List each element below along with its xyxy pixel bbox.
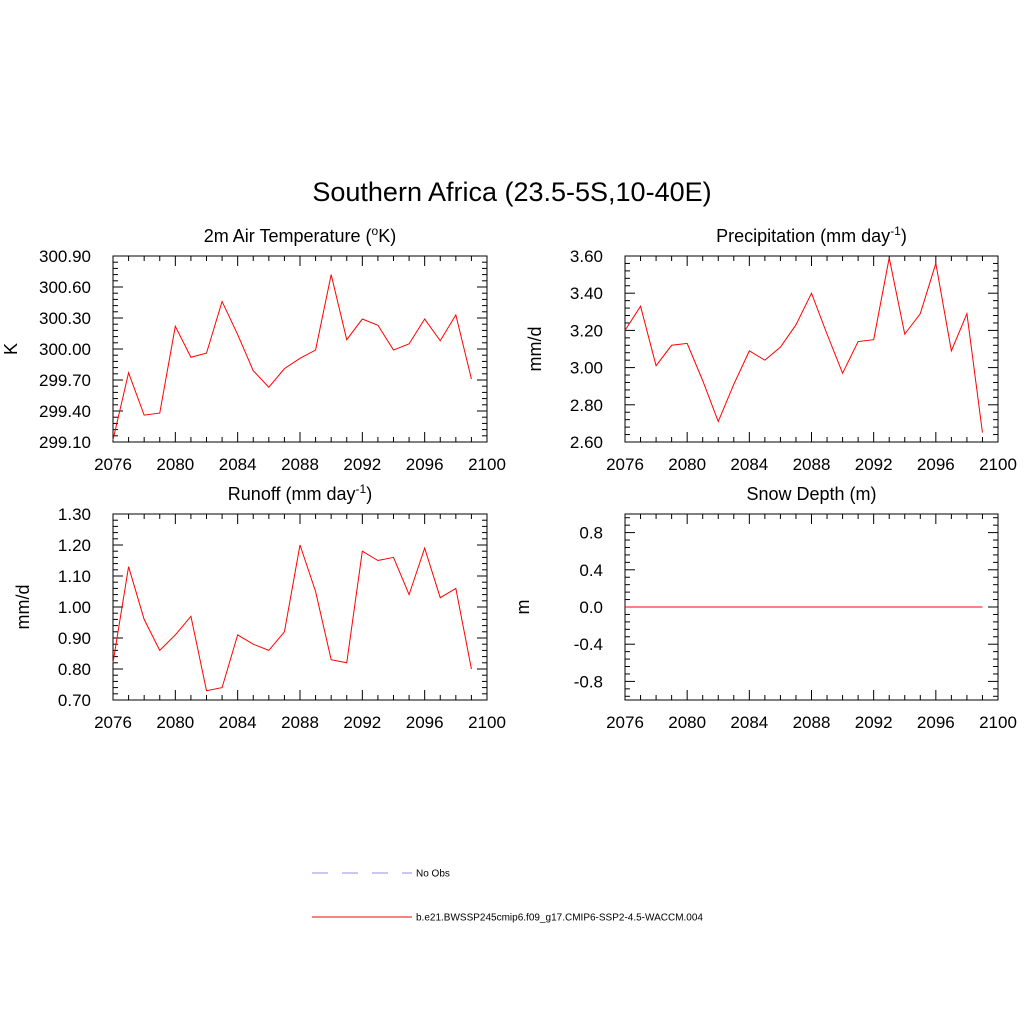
y-tick-label: 1.20 [58, 536, 91, 555]
panel-title: Snow Depth (m) [746, 484, 876, 504]
panel-title-main: Runoff (mm day [228, 484, 356, 504]
y-tick-label: 300.90 [39, 247, 91, 266]
panels-group: 2m Air Temperature (oK) K 2076 2080 2084 2088… [1, 224, 1017, 732]
series-line-runoff [112, 544, 472, 692]
y-tick-label: 1.30 [58, 505, 91, 524]
x-tick-label: 2096 [917, 713, 955, 732]
panel-title-tail: ) [901, 226, 907, 246]
x-tick-label: 2084 [219, 455, 257, 474]
panel-title: Runoff (mm day-1) [228, 482, 372, 504]
x-tick-label: 2080 [668, 713, 706, 732]
y-tick-label: 3.00 [570, 359, 603, 378]
x-tick-label: 2100 [468, 713, 506, 732]
x-tick-label: 2076 [606, 713, 644, 732]
x-tick-label: 2092 [855, 713, 893, 732]
y-tick-label: 2.60 [570, 433, 603, 452]
x-tick-label: 2088 [793, 455, 831, 474]
x-tick-label: 2100 [979, 713, 1017, 732]
panel-title-main: Snow Depth (m) [746, 484, 876, 504]
panel-snow-depth: Snow Depth (m) m 2076 2080 2084 2088 2092 2096 2… [513, 484, 1017, 732]
y-tick-label: 1.00 [58, 598, 91, 617]
x-tick-label: 2080 [156, 455, 194, 474]
y-tick-label: 300.00 [39, 340, 91, 359]
y-axis-label: m [513, 600, 533, 615]
y-tick-label: 0.8 [579, 524, 603, 543]
x-tick-label: 2076 [94, 455, 132, 474]
y-tick-label: 0.70 [58, 691, 91, 710]
x-tick-label: 2100 [979, 455, 1017, 474]
y-tick-label: -0.4 [574, 635, 603, 654]
panel-title: Precipitation (mm day-1) [716, 224, 907, 246]
y-axis-label: mm/d [13, 585, 33, 630]
legend-obs-label: No Obs [416, 869, 450, 880]
x-tick-label: 2088 [793, 713, 831, 732]
y-axis-label: mm/d [525, 327, 545, 372]
panel-title-main: Precipitation (mm day [716, 226, 890, 246]
panel-title-superscript: -1 [356, 482, 367, 496]
panel-title-superscript: o [372, 224, 379, 238]
legend: No Obs b.e21.BWSSP245cmip6.f09_g17.CMIP6… [312, 869, 703, 924]
figure-title: Southern Africa (23.5-5S,10-40E) [312, 177, 711, 207]
y-tick-label: 0.0 [579, 598, 603, 617]
x-tick-label: 2080 [156, 713, 194, 732]
y-tick-label: 0.80 [58, 660, 91, 679]
y-tick-label: 3.20 [570, 321, 603, 340]
panel-precipitation: Precipitation (mm day-1) mm/d 2076 2080 2084… [525, 224, 1017, 474]
y-tick-label: -0.8 [574, 672, 603, 691]
y-tick-label: 3.60 [570, 247, 603, 266]
x-tick-label: 2084 [730, 713, 768, 732]
y-axis-label: K [1, 343, 21, 355]
x-tick-label: 2076 [606, 455, 644, 474]
x-tick-label: 2096 [406, 713, 444, 732]
panel-title-tail: ) [366, 484, 372, 504]
x-tick-label: 2100 [468, 455, 506, 474]
plot-frame [112, 513, 488, 701]
panel-title-superscript: -1 [890, 224, 901, 238]
series-line-precipitation [624, 257, 983, 433]
x-tick-label: 2092 [855, 455, 893, 474]
x-tick-label: 2084 [730, 455, 768, 474]
y-tick-label: 299.40 [39, 402, 91, 421]
legend-model-label: b.e21.BWSSP245cmip6.f09_g17.CMIP6-SSP2-4… [416, 913, 703, 924]
plot-frame [624, 255, 999, 443]
y-tick-label: 0.90 [58, 629, 91, 648]
y-tick-label: 3.40 [570, 284, 603, 303]
panel-runoff: Runoff (mm day-1) mm/d 2076 2080 2084 2088 209… [13, 482, 506, 732]
x-tick-label: 2092 [343, 713, 381, 732]
y-tick-label: 0.4 [579, 561, 603, 580]
x-tick-label: 2096 [406, 455, 444, 474]
x-tick-label: 2084 [219, 713, 257, 732]
x-tick-label: 2096 [917, 455, 955, 474]
y-tick-label: 299.70 [39, 371, 91, 390]
y-tick-label: 299.10 [39, 433, 91, 452]
y-tick-label: 300.30 [39, 309, 91, 328]
panel-title-tail: K) [378, 226, 396, 246]
panel-title: 2m Air Temperature (oK) [204, 224, 396, 246]
y-tick-label: 300.60 [39, 278, 91, 297]
series-line-temperature [112, 274, 472, 441]
x-tick-label: 2088 [281, 713, 319, 732]
y-tick-label: 1.10 [58, 567, 91, 586]
y-tick-label: 2.80 [570, 396, 603, 415]
panel-title-main: 2m Air Temperature ( [204, 226, 372, 246]
x-tick-label: 2080 [668, 455, 706, 474]
x-tick-label: 2088 [281, 455, 319, 474]
x-tick-label: 2092 [343, 455, 381, 474]
x-tick-label: 2076 [94, 713, 132, 732]
panel-temperature: 2m Air Temperature (oK) K 2076 2080 2084 2088… [1, 224, 506, 474]
plot-frame [112, 255, 488, 443]
